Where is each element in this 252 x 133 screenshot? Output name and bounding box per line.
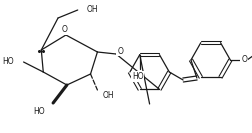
Text: HO: HO — [2, 57, 14, 65]
Text: HO: HO — [34, 107, 45, 115]
Text: HO: HO — [132, 72, 143, 81]
Text: OH: OH — [86, 5, 98, 14]
Text: O: O — [240, 55, 246, 65]
Text: O: O — [117, 47, 122, 55]
Text: O: O — [62, 26, 68, 34]
Text: OH: OH — [102, 92, 113, 101]
